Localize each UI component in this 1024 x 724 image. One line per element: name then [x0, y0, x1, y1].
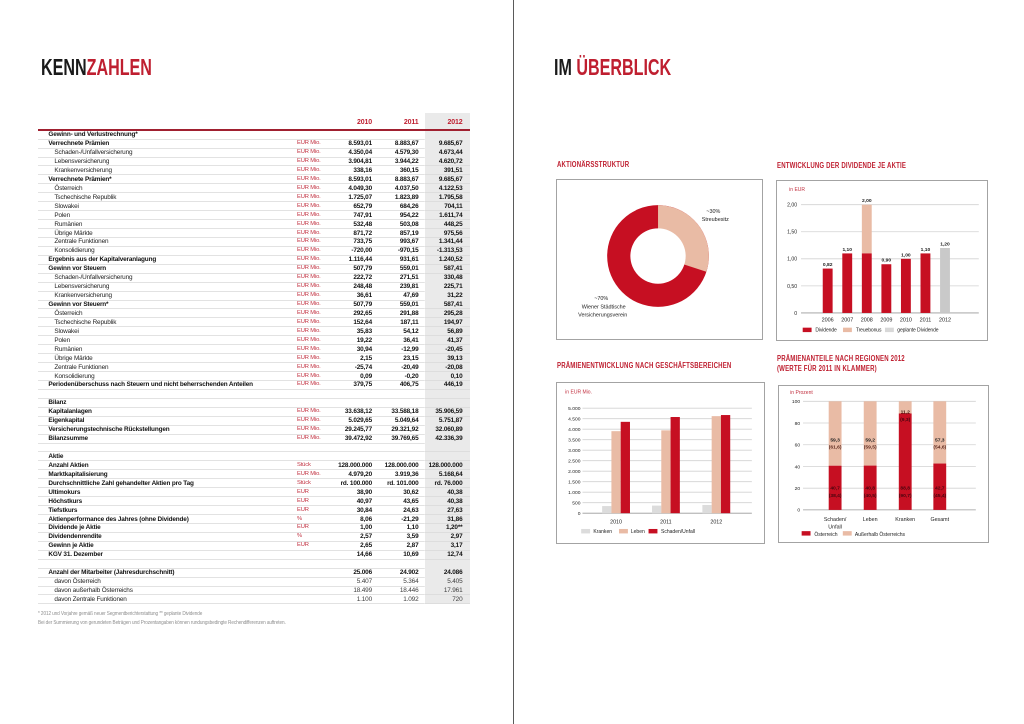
- svg-text:(9,3): (9,3): [900, 417, 910, 423]
- svg-text:1.000: 1.000: [568, 490, 581, 496]
- svg-text:Kranken: Kranken: [593, 529, 612, 535]
- svg-text:(40,5): (40,5): [864, 493, 877, 499]
- svg-text:(54,6): (54,6): [933, 444, 946, 450]
- svg-text:42,7: 42,7: [935, 485, 945, 491]
- svg-text:~70%: ~70%: [594, 296, 608, 302]
- svg-text:(61,6): (61,6): [829, 444, 842, 450]
- svg-text:Leben: Leben: [631, 529, 645, 535]
- svg-text:40,7: 40,7: [830, 485, 840, 491]
- svg-text:40: 40: [795, 464, 801, 470]
- svg-text:2006: 2006: [822, 317, 834, 323]
- svg-text:(90,7): (90,7): [899, 493, 912, 499]
- svg-text:Wiener Städtische: Wiener Städtische: [582, 304, 626, 310]
- svg-text:2008: 2008: [861, 317, 873, 323]
- svg-text:Kranken: Kranken: [895, 516, 915, 522]
- svg-text:2,00: 2,00: [862, 198, 872, 204]
- svg-text:3.000: 3.000: [568, 448, 581, 454]
- svg-text:2011: 2011: [920, 317, 932, 323]
- svg-text:(38,4): (38,4): [829, 493, 842, 499]
- svg-text:1,10: 1,10: [842, 246, 852, 252]
- svg-text:2012: 2012: [939, 317, 951, 323]
- svg-text:1.500: 1.500: [568, 479, 581, 485]
- svg-text:11,2: 11,2: [901, 409, 911, 415]
- svg-text:0: 0: [797, 507, 800, 513]
- svg-text:2.500: 2.500: [568, 459, 581, 465]
- svg-text:3.500: 3.500: [568, 438, 581, 444]
- svg-text:2009: 2009: [880, 317, 892, 323]
- svg-text:Schaden/Unfall: Schaden/Unfall: [661, 529, 695, 535]
- svg-text:4.000: 4.000: [568, 427, 581, 433]
- svg-text:0,50: 0,50: [787, 283, 797, 289]
- svg-text:2011: 2011: [660, 520, 671, 526]
- svg-text:(45,4): (45,4): [933, 493, 946, 499]
- svg-text:1,20: 1,20: [940, 241, 950, 247]
- svg-text:Streubesitz: Streubesitz: [702, 217, 729, 223]
- svg-text:88,8: 88,8: [900, 485, 910, 491]
- svg-text:in EUR Mio.: in EUR Mio.: [565, 389, 592, 395]
- svg-text:~30%: ~30%: [706, 209, 720, 215]
- svg-text:1,10: 1,10: [921, 246, 931, 252]
- svg-text:0,82: 0,82: [823, 262, 833, 268]
- svg-text:80: 80: [795, 420, 801, 426]
- svg-text:2010: 2010: [610, 520, 622, 526]
- svg-text:Außerhalb Österreichs: Außerhalb Österreichs: [855, 531, 906, 538]
- svg-text:40,8: 40,8: [865, 485, 875, 491]
- svg-text:1,00: 1,00: [901, 252, 911, 258]
- svg-text:2010: 2010: [900, 317, 912, 323]
- svg-text:Dividende: Dividende: [815, 327, 837, 333]
- svg-text:100: 100: [792, 399, 800, 405]
- svg-text:57,3: 57,3: [935, 437, 945, 443]
- svg-text:1,50: 1,50: [787, 229, 797, 235]
- svg-text:Schaden/: Schaden/: [824, 516, 847, 522]
- svg-text:500: 500: [572, 500, 580, 506]
- svg-text:Österreich: Österreich: [814, 531, 837, 538]
- svg-text:geplante Dividende: geplante Dividende: [897, 327, 938, 333]
- svg-text:0,90: 0,90: [882, 257, 892, 263]
- svg-text:Versicherungsverein: Versicherungsverein: [578, 312, 627, 318]
- svg-text:Unfall: Unfall: [828, 524, 842, 530]
- svg-text:2.000: 2.000: [568, 469, 581, 475]
- svg-text:59,3: 59,3: [830, 437, 840, 443]
- svg-text:Leben: Leben: [863, 516, 878, 522]
- svg-text:in EUR: in EUR: [789, 186, 805, 192]
- svg-text:60: 60: [795, 442, 801, 448]
- svg-text:Gesamt: Gesamt: [930, 516, 949, 522]
- svg-text:2012: 2012: [710, 520, 722, 526]
- svg-text:20: 20: [795, 486, 801, 492]
- svg-text:(59,5): (59,5): [864, 444, 877, 450]
- svg-text:5.000: 5.000: [568, 406, 581, 412]
- svg-text:1,00: 1,00: [787, 256, 797, 262]
- svg-text:2007: 2007: [841, 317, 853, 323]
- svg-text:Treuebonus: Treuebonus: [856, 327, 882, 333]
- svg-text:0: 0: [794, 310, 797, 316]
- svg-text:0: 0: [578, 511, 581, 517]
- svg-text:in Prozent: in Prozent: [790, 389, 813, 395]
- svg-text:4.500: 4.500: [568, 417, 581, 423]
- svg-text:59,2: 59,2: [865, 437, 875, 443]
- svg-text:2,00: 2,00: [787, 202, 797, 208]
